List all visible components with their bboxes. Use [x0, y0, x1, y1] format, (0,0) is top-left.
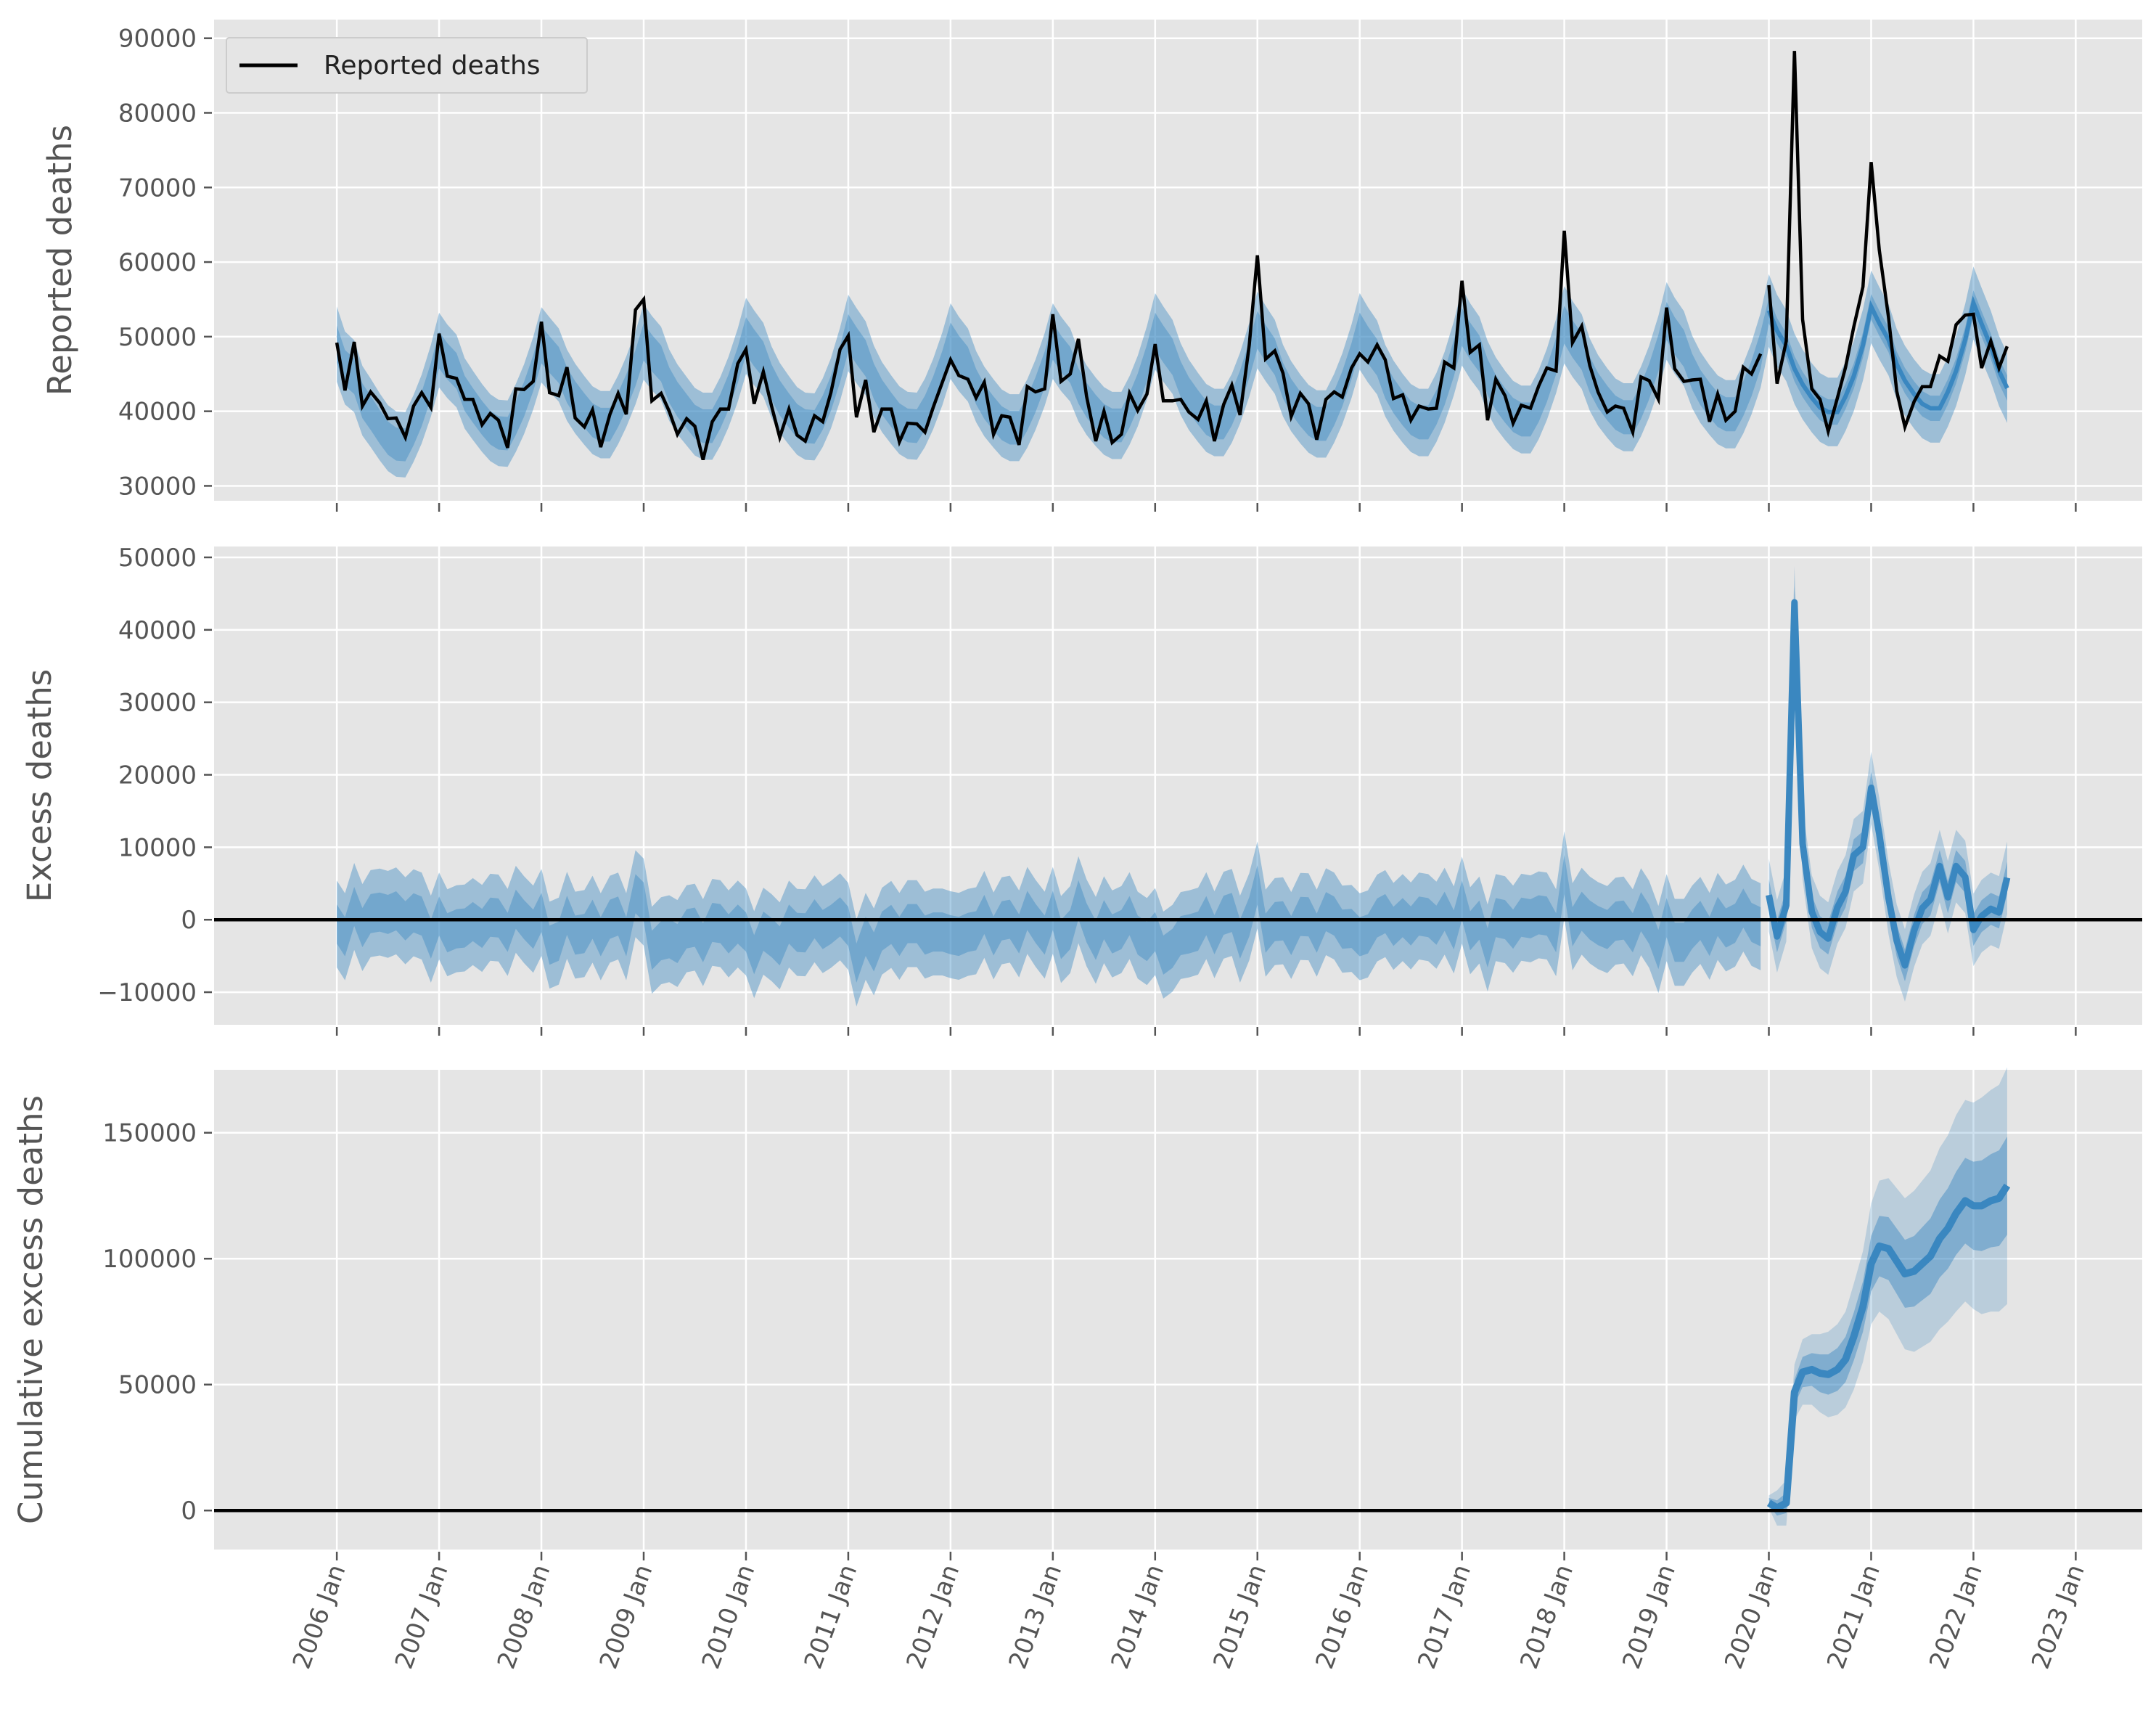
- reported-deaths-line-2020: [1767, 51, 2009, 438]
- x-tick-label: 2009 Jan: [594, 1560, 659, 1672]
- y-tick-label: 60000: [118, 248, 197, 277]
- y-axis-label: Cumulative excess deaths: [12, 1095, 50, 1524]
- y-tick-label: 0: [181, 1497, 197, 1526]
- reported-deaths-panel: 30000 40000 50000 60000 70000 80000 90000 Repor…: [41, 20, 2142, 512]
- x-tick-label: 2021 Jan: [1821, 1560, 1886, 1672]
- y-tick-label: 30000: [118, 689, 197, 718]
- plot-background: [214, 1070, 2142, 1550]
- excess-deaths-line: [1766, 599, 2011, 969]
- y-tick-label: 40000: [118, 398, 197, 427]
- legend: Reported deaths: [226, 37, 588, 94]
- x-tick-label: 2023 Jan: [2026, 1560, 2091, 1672]
- expected-inner-band: [337, 290, 2007, 462]
- x-tick-label: 2013 Jan: [1003, 1560, 1067, 1672]
- y-tick-label: 10000: [118, 833, 197, 862]
- x-tick-label: 2020 Jan: [1719, 1560, 1784, 1672]
- y-tick-label: 70000: [118, 173, 197, 202]
- legend-label: Reported deaths: [324, 51, 541, 81]
- x-tick-label: 2011 Jan: [799, 1560, 864, 1672]
- cumulative-excess-panel: 0 50000 100000 150000 Cumulative excess deat…: [12, 1067, 2142, 1560]
- y-tick-label: 90000: [118, 25, 197, 54]
- x-tick-label: 2014 Jan: [1105, 1560, 1170, 1672]
- y-tick-label: 0: [181, 906, 197, 935]
- x-tick-label: 2008 Jan: [492, 1560, 557, 1672]
- y-axis-label: Reported deaths: [41, 125, 79, 396]
- expected-mean-line: [1766, 295, 2009, 414]
- reported-deaths-line-pre2020: [335, 230, 1763, 461]
- y-axis-label: Excess deaths: [20, 669, 59, 902]
- plot-background: [214, 20, 2142, 501]
- x-tick-label: 2016 Jan: [1310, 1560, 1374, 1672]
- y-tick-label: 20000: [118, 761, 197, 790]
- x-tick-label: 2012 Jan: [901, 1560, 966, 1672]
- legend-frame: [226, 37, 588, 94]
- cumulative-outer-band: [1768, 1067, 2007, 1526]
- y-tick-label: 30000: [118, 472, 197, 501]
- cumulative-excess-line: [1766, 1183, 2011, 1512]
- x-axis: 2006 Jan 2007 Jan 2008 Jan 2009 Jan 2010 Jan…: [287, 1560, 2091, 1672]
- y-tick-label: 50000: [118, 323, 197, 352]
- y-tick-label: −10000: [97, 978, 197, 1007]
- y-tick-label: 50000: [118, 544, 197, 573]
- y-tick-label: 80000: [118, 99, 197, 128]
- x-tick-label: 2018 Jan: [1514, 1560, 1579, 1672]
- excess-2020-inner-band: [1768, 586, 2007, 982]
- x-tick-label: 2007 Jan: [390, 1560, 454, 1672]
- y-tick-label: 150000: [102, 1119, 197, 1148]
- y-tick-label: 50000: [118, 1371, 197, 1400]
- x-tick-label: 2015 Jan: [1208, 1560, 1272, 1672]
- plot-background: [214, 547, 2142, 1025]
- x-tick-label: 2010 Jan: [697, 1560, 761, 1672]
- y-tick-label: 100000: [102, 1245, 197, 1274]
- excess-deaths-panel: −10000 0 10000 20000 30000 40000 50000 Excess d…: [20, 544, 2142, 1036]
- x-tick-label: 2006 Jan: [287, 1560, 352, 1672]
- expected-outer-band: [337, 266, 2007, 478]
- x-tick-label: 2019 Jan: [1617, 1560, 1681, 1672]
- x-tick-label: 2017 Jan: [1412, 1560, 1477, 1672]
- x-tick-label: 2022 Jan: [1924, 1560, 1988, 1672]
- y-tick-label: 40000: [118, 616, 197, 645]
